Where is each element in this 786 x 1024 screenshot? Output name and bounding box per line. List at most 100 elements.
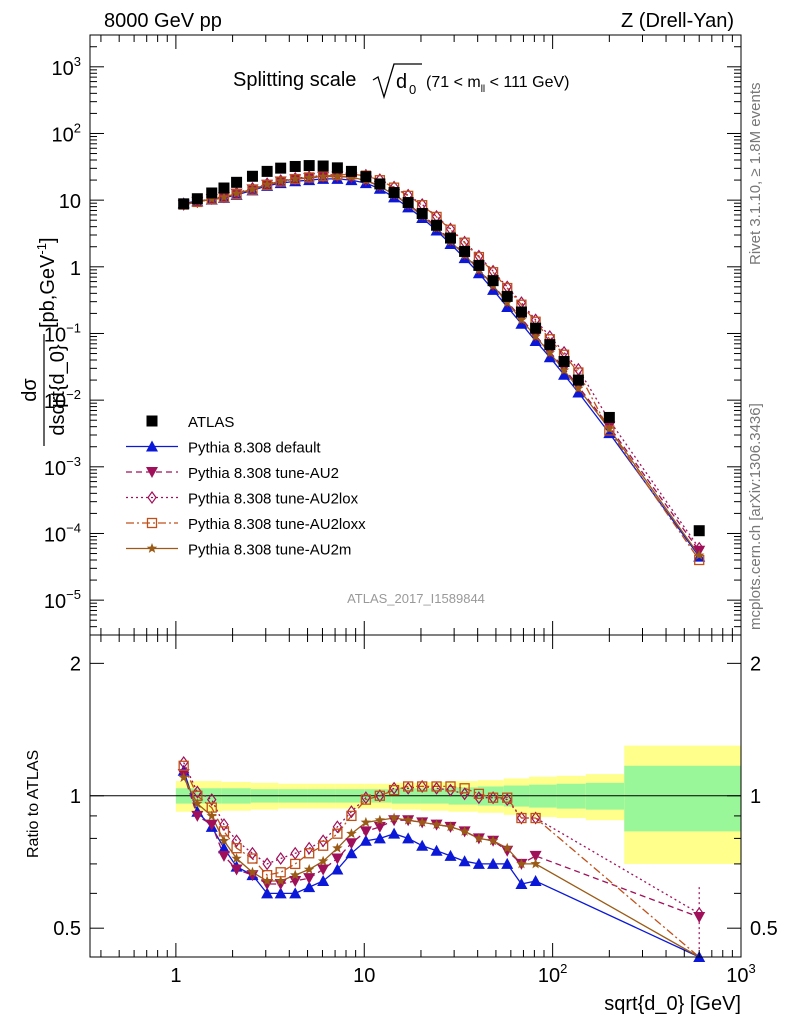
ratio-2-point — [261, 879, 274, 891]
ratio-1-point — [217, 842, 230, 854]
atlas-point — [345, 165, 357, 177]
ratio-line-4 — [183, 765, 700, 958]
y-tick-label-6: 10−3 — [44, 454, 81, 480]
ratio-1-point — [487, 857, 500, 869]
y-tick-label-8: 10−5 — [44, 587, 81, 613]
ratio-tick-label-right-1: 1 — [750, 786, 761, 808]
ratio-3-point — [361, 791, 371, 805]
x-tick-label-0-text: 1 — [170, 965, 181, 987]
series-5-point — [206, 193, 217, 204]
title-sqrt-arg: d — [396, 71, 407, 93]
atlas-point — [572, 374, 584, 386]
legend: ATLAS Pythia 8.308 default Pythia 8.308 tu… — [126, 414, 366, 559]
atlas-point — [317, 160, 329, 172]
series-5-point — [516, 314, 527, 325]
ratio-1-point — [529, 875, 542, 887]
ratio-3-point — [275, 852, 286, 866]
ratio-1-point — [345, 847, 358, 859]
x-tick-label-0: 1 — [170, 965, 181, 987]
atlas-point — [303, 160, 315, 172]
ratio-1-point — [388, 827, 401, 839]
y-tick-label-7-sup: −4 — [66, 520, 81, 535]
series-5-point — [275, 175, 286, 186]
plot-title: Splitting scale d 0 (71 < mll < 111 GeV) — [233, 63, 569, 100]
ratio-4-point — [473, 788, 485, 800]
ratio-1-point — [289, 887, 302, 899]
ratio-tick-label-left-0: 0.5 — [53, 918, 81, 940]
y-axis-label-top: dσ dsqrt{d_0} [pb,GeV-1] — [19, 237, 69, 446]
title-main: Splitting scale — [233, 69, 356, 91]
y-tick-label-5-sup: −2 — [66, 387, 81, 402]
ratio-tick-label-right-0: 0.5 — [750, 918, 778, 940]
legend-marker-4 — [146, 517, 158, 529]
ratio-5-point — [290, 869, 301, 880]
ratio-tick-label-right-2-text: 2 — [750, 653, 761, 675]
ratio-4-point — [417, 781, 428, 792]
y-tick-label-4: 10−1 — [44, 320, 81, 346]
ratio-tick-label-left-2: 2 — [70, 653, 81, 675]
ratio-tick-label-right-0-text: 0.5 — [750, 918, 778, 940]
ratio-bands — [175, 745, 741, 864]
y-tick-label-4-base: 10 — [44, 324, 66, 346]
ratio-tick-label-left-1-text: 1 — [70, 786, 81, 808]
x-tick-label-1-text: 10 — [353, 965, 375, 987]
series-5-point — [530, 331, 541, 341]
ratio-line-3 — [183, 762, 700, 915]
ratio-3-point — [262, 857, 272, 871]
y-tick-label-5: 10−2 — [44, 387, 81, 413]
ratio-2-point — [191, 810, 204, 822]
ratio-1-point — [444, 849, 457, 861]
atlas-point — [402, 197, 414, 209]
title-sqrt-sub: 0 — [409, 82, 416, 97]
ratio-2-point — [246, 870, 259, 882]
ratio-2-point — [501, 845, 514, 857]
y-tick-label-0: 103 — [52, 54, 81, 80]
y-tick-label-5-base: 10 — [44, 391, 66, 413]
atlas-point — [191, 193, 203, 205]
y-tick-label-1-sup: 2 — [74, 120, 81, 135]
series-5-point — [231, 188, 242, 198]
y-tick-label-8-sup: −5 — [66, 587, 81, 602]
series-5-point — [303, 172, 315, 182]
ratio-1-point — [261, 887, 274, 899]
y-tick-label-6-sup: −3 — [66, 454, 81, 469]
legend-label-5: Pythia 8.308 tune-AU2m — [188, 542, 351, 559]
ratio-1-point — [317, 875, 330, 887]
atlas-point — [530, 322, 542, 334]
atlas-point — [331, 162, 343, 174]
y-tick-label-3-text: 1 — [70, 258, 81, 280]
legend-marker-3 — [147, 490, 157, 505]
ratio-4-point — [502, 792, 513, 803]
ylabel-unit: [pb,GeV-1] — [34, 237, 59, 328]
ratio-2-point — [359, 826, 372, 838]
y-tick-label-6-base: 10 — [44, 458, 66, 480]
ratio-2-point — [303, 873, 316, 885]
series-5-point — [332, 170, 343, 181]
y-tick-label-7-base: 10 — [44, 524, 66, 546]
ratio-5-point — [261, 875, 273, 886]
header-left: 8000 GeV pp — [104, 10, 222, 32]
ratio-5-point — [473, 832, 485, 843]
ratio-1-point — [402, 832, 415, 844]
ylabel-unit-sup: -1 — [34, 243, 49, 255]
ratio-4-point — [445, 781, 456, 792]
atlas-point — [693, 525, 705, 537]
ratio-4-point — [178, 760, 189, 771]
x-tick-label-2-base: 10 — [538, 965, 560, 987]
ratio-1-point — [458, 855, 471, 867]
ratio-5-point — [459, 825, 470, 836]
ylabel-unit-post: ] — [37, 237, 59, 243]
series-5-point — [218, 191, 230, 202]
ratio-3-point — [375, 789, 385, 803]
ratio-1-point — [331, 863, 344, 875]
y-tick-label-7: 10−4 — [44, 520, 81, 546]
top-series — [177, 160, 706, 566]
uncertainty-band-inner — [624, 765, 741, 832]
ratio-1-point — [416, 839, 429, 851]
ratio-3-point — [219, 818, 229, 832]
atlas-point — [206, 187, 218, 199]
header-right: Z (Drell-Yan) — [621, 10, 734, 32]
